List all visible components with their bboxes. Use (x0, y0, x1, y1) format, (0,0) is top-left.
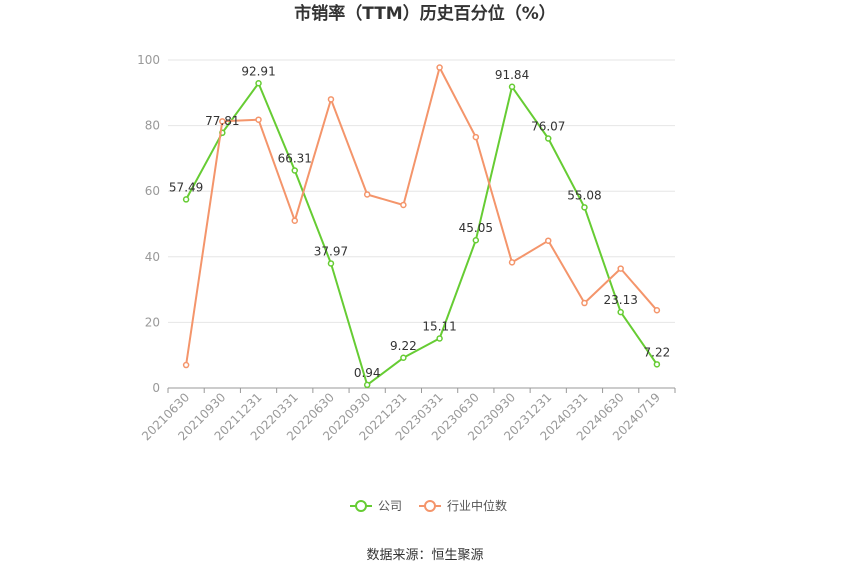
axes: 0204060801002021063020210930202112312022… (137, 53, 676, 443)
source-note: 数据来源：恒生聚源 (366, 548, 483, 563)
series-line-1 (185, 66, 658, 366)
data-labels: 57.49 77.81 92.91 66.31 37.97 0.94 9.22 15.11 45… (169, 64, 670, 380)
y-tick-label: 0 (152, 381, 160, 395)
data-label: 37.97 (314, 244, 348, 258)
data-label: 57.49 (169, 180, 203, 194)
chart-title: 市销率（TTM）历史百分位（%） (294, 3, 556, 24)
data-point[interactable] (436, 64, 443, 71)
series-lines (182, 64, 661, 389)
data-point[interactable] (545, 135, 552, 142)
data-point[interactable] (581, 299, 588, 307)
series-line-0 (185, 82, 658, 386)
data-label: 7.22 (644, 345, 671, 359)
legend-item-0[interactable]: 公司 (350, 499, 402, 513)
data-label: 15.11 (422, 319, 456, 333)
data-point[interactable] (327, 260, 335, 267)
data-label: 0.94 (354, 366, 381, 380)
data-label: 91.84 (495, 68, 529, 82)
data-point[interactable] (182, 361, 190, 369)
data-point[interactable] (291, 217, 298, 224)
legend[interactable]: 公司 行业中位数 (350, 498, 507, 513)
data-label: 23.13 (603, 293, 637, 307)
y-tick-label: 40 (145, 250, 160, 264)
legend-marker (355, 500, 367, 512)
y-tick-label: 60 (145, 184, 160, 198)
y-tick-label: 20 (145, 315, 160, 329)
legend-item-1[interactable]: 行业中位数 (419, 498, 507, 513)
data-point[interactable] (363, 381, 371, 389)
grid-lines (168, 59, 675, 323)
data-point[interactable] (400, 201, 407, 209)
data-point[interactable] (508, 83, 516, 91)
legend-label: 行业中位数 (447, 498, 507, 513)
data-label: 76.07 (531, 119, 565, 133)
data-label: 45.05 (459, 221, 493, 235)
legend-marker (424, 500, 436, 512)
legend-label: 公司 (378, 499, 402, 513)
data-point[interactable] (617, 265, 624, 272)
data-point[interactable] (581, 204, 588, 211)
data-point[interactable] (653, 361, 661, 368)
data-label: 55.08 (567, 188, 601, 202)
y-tick-label: 80 (145, 119, 160, 133)
data-label: 92.91 (241, 64, 275, 78)
data-point[interactable] (545, 237, 552, 244)
data-point[interactable] (400, 354, 407, 362)
data-label: 9.22 (390, 339, 417, 353)
data-point[interactable] (219, 118, 226, 125)
data-point[interactable] (255, 116, 262, 123)
data-point[interactable] (472, 133, 480, 141)
data-label: 66.31 (278, 152, 312, 166)
y-tick-label: 100 (137, 53, 160, 67)
data-point[interactable] (653, 307, 661, 314)
data-point[interactable] (255, 80, 262, 87)
data-label: 77.81 (205, 114, 239, 128)
data-point[interactable] (327, 96, 335, 103)
data-point[interactable] (617, 308, 624, 316)
data-point[interactable] (472, 236, 480, 244)
data-point[interactable] (508, 259, 516, 266)
data-point[interactable] (291, 167, 298, 174)
data-point[interactable] (182, 196, 190, 203)
data-point[interactable] (363, 191, 371, 198)
data-point[interactable] (436, 335, 443, 342)
